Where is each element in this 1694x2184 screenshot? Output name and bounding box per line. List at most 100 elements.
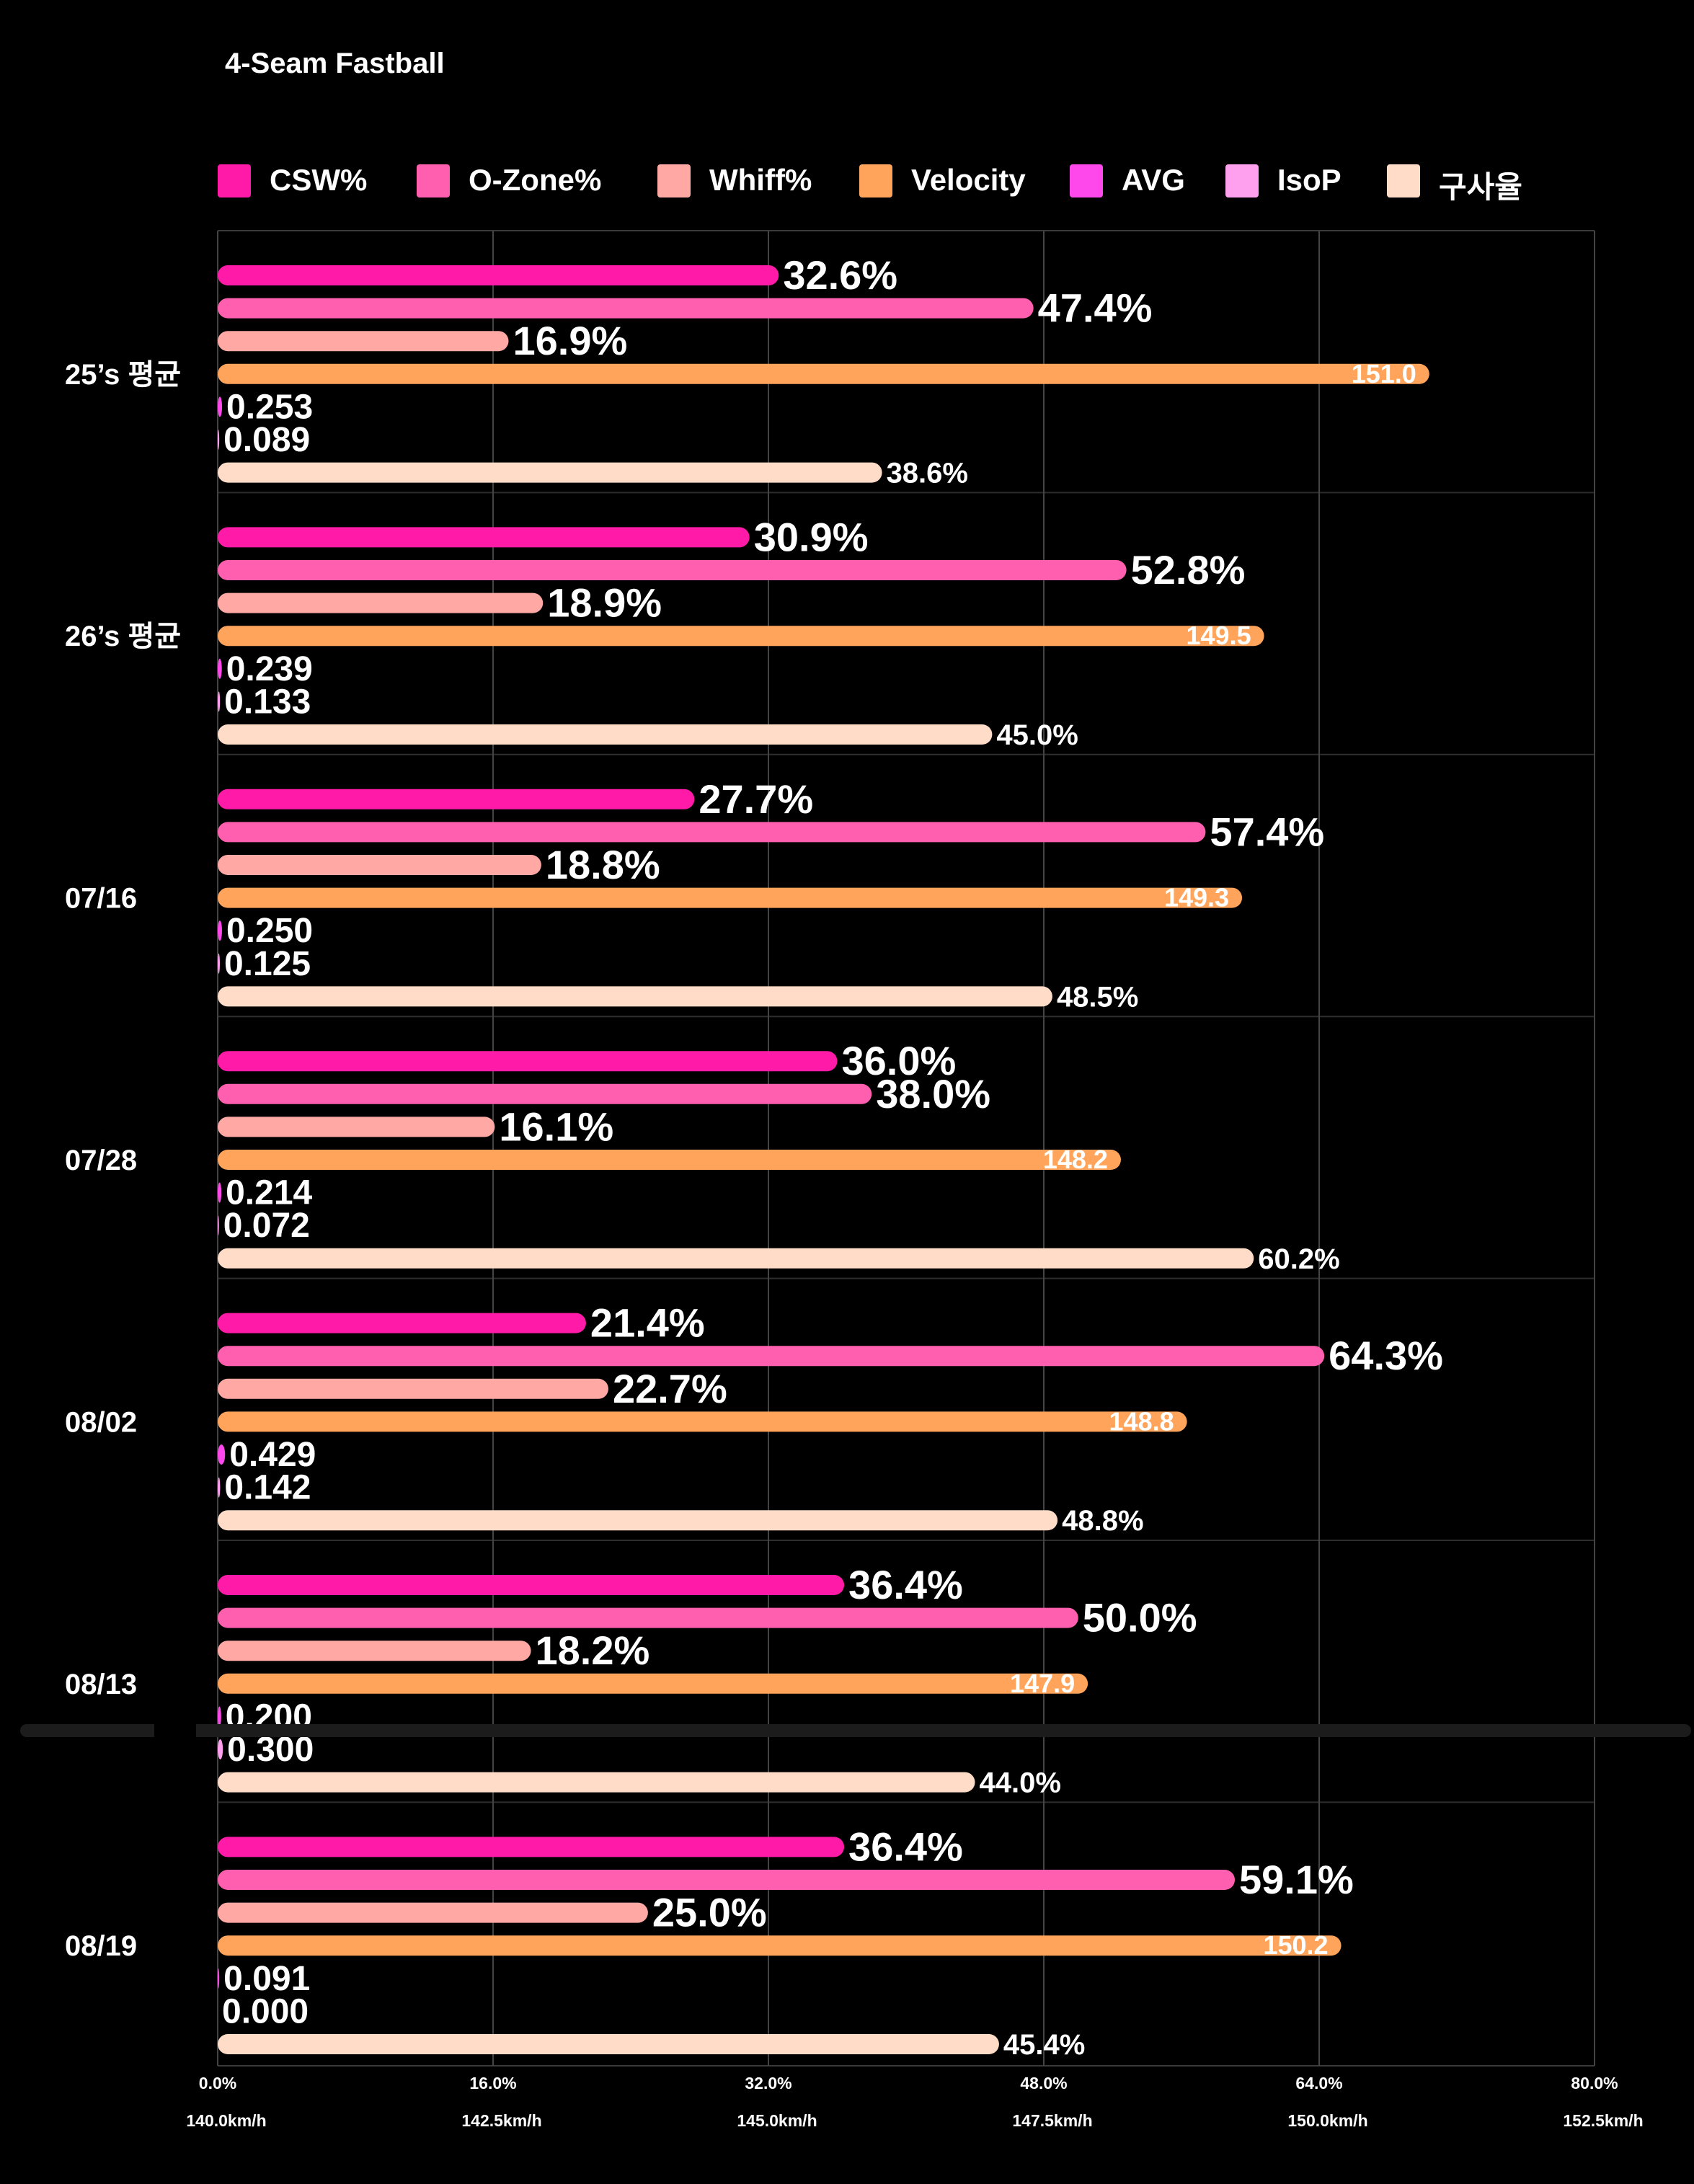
legend-swatch bbox=[1225, 164, 1259, 197]
x-tick-label-percent: 48.0% bbox=[1020, 2074, 1067, 2092]
legend-swatch bbox=[1387, 164, 1420, 197]
data-label-구사율: 38.6% bbox=[887, 458, 968, 489]
bar-O-Zone% bbox=[218, 1607, 1078, 1628]
x-tick-label-percent: 80.0% bbox=[1571, 2074, 1618, 2092]
data-label-IsoP: 0.089 bbox=[223, 421, 310, 459]
data-label-AVG: 0.214 bbox=[226, 1174, 312, 1212]
legend-label: O-Zone% bbox=[469, 163, 602, 197]
data-label-O-Zone%: 59.1% bbox=[1239, 1857, 1354, 1902]
bar-Velocity bbox=[218, 1935, 1342, 1956]
bar-Velocity bbox=[218, 1411, 1187, 1432]
bar-CSW% bbox=[218, 1051, 838, 1072]
legend-label: Velocity bbox=[911, 163, 1026, 197]
data-label-AVG: 0.250 bbox=[226, 912, 313, 950]
data-label-AVG: 0.239 bbox=[226, 650, 313, 688]
x-tick-label-velocity: 152.5km/h bbox=[1563, 2111, 1643, 2130]
legend-label: AVG bbox=[1122, 163, 1185, 197]
bar-O-Zone% bbox=[218, 298, 1034, 319]
bar-Whiff% bbox=[218, 855, 541, 875]
data-label-AVG: 0.429 bbox=[229, 1436, 316, 1474]
data-label-O-Zone%: 52.8% bbox=[1131, 547, 1246, 592]
legend-swatch bbox=[657, 164, 691, 197]
bar-Velocity bbox=[218, 1150, 1121, 1170]
bar-Velocity bbox=[218, 887, 1243, 908]
bar-Velocity bbox=[218, 363, 1429, 384]
x-tick-label-velocity: 140.0km/h bbox=[186, 2111, 266, 2130]
scrollbar-gap bbox=[154, 1724, 196, 1737]
bar-IsoP bbox=[218, 691, 221, 712]
data-label-O-Zone%: 38.0% bbox=[876, 1071, 990, 1117]
data-label-Whiff%: 18.2% bbox=[536, 1628, 650, 1673]
bar-O-Zone% bbox=[218, 1346, 1325, 1367]
x-tick-label-percent: 16.0% bbox=[469, 2074, 516, 2092]
legend-swatch bbox=[218, 164, 251, 197]
bar-구사율 bbox=[218, 462, 882, 483]
data-label-CSW%: 36.4% bbox=[848, 1824, 963, 1869]
data-label-O-Zone%: 64.3% bbox=[1329, 1333, 1443, 1378]
data-label-Whiff%: 25.0% bbox=[652, 1890, 767, 1935]
data-label-Whiff%: 22.7% bbox=[613, 1366, 727, 1411]
data-label-CSW%: 21.4% bbox=[590, 1300, 705, 1346]
bar-Whiff% bbox=[218, 1902, 648, 1923]
bar-구사율 bbox=[218, 2034, 999, 2054]
data-label-CSW%: 27.7% bbox=[699, 776, 813, 822]
data-label-O-Zone%: 57.4% bbox=[1210, 809, 1324, 854]
category-label: 26’s 평균 bbox=[65, 621, 181, 652]
category-label: 08/13 bbox=[65, 1669, 137, 1700]
x-tick-label-percent: 32.0% bbox=[745, 2074, 791, 2092]
bar-AVG bbox=[218, 1444, 226, 1465]
bar-구사율 bbox=[218, 1248, 1254, 1269]
data-label-Whiff%: 18.9% bbox=[547, 580, 662, 626]
bar-CSW% bbox=[218, 1575, 845, 1595]
legend-label: IsoP bbox=[1277, 163, 1342, 197]
bar-AVG bbox=[218, 1968, 220, 1989]
bar-Whiff% bbox=[218, 592, 544, 613]
data-label-CSW%: 32.6% bbox=[783, 252, 897, 298]
data-label-Velocity: 147.9 bbox=[1010, 1669, 1075, 1698]
bar-O-Zone% bbox=[218, 560, 1127, 580]
legend-swatch bbox=[417, 164, 450, 197]
legend-label: Whiff% bbox=[709, 163, 812, 197]
legend-label: CSW% bbox=[270, 163, 368, 197]
data-label-AVG: 0.091 bbox=[223, 1960, 310, 1998]
x-tick-label-percent: 0.0% bbox=[199, 2074, 236, 2092]
bar-Whiff% bbox=[218, 1641, 531, 1661]
bar-IsoP bbox=[218, 1739, 223, 1759]
bar-O-Zone% bbox=[218, 822, 1206, 843]
bar-구사율 bbox=[218, 1772, 975, 1793]
data-label-Velocity: 148.2 bbox=[1043, 1145, 1108, 1174]
data-label-Velocity: 148.8 bbox=[1109, 1406, 1174, 1436]
bar-IsoP bbox=[218, 430, 220, 450]
data-label-IsoP: 0.000 bbox=[222, 1992, 309, 2030]
data-label-구사율: 60.2% bbox=[1258, 1243, 1339, 1275]
data-label-Velocity: 149.5 bbox=[1187, 621, 1251, 650]
horizontal-scrollbar[interactable] bbox=[20, 1724, 1691, 1737]
bar-Velocity bbox=[218, 626, 1264, 647]
data-label-IsoP: 0.125 bbox=[224, 945, 311, 983]
bar-CSW% bbox=[218, 1837, 845, 1857]
data-label-Whiff%: 16.9% bbox=[513, 318, 627, 363]
x-tick-label-velocity: 142.5km/h bbox=[461, 2111, 541, 2130]
bar-Whiff% bbox=[218, 331, 509, 352]
bar-CSW% bbox=[218, 1313, 586, 1333]
category-label: 08/19 bbox=[65, 1930, 137, 1962]
data-label-CSW%: 36.0% bbox=[842, 1038, 957, 1083]
x-tick-label-velocity: 145.0km/h bbox=[737, 2111, 817, 2130]
bar-AVG bbox=[218, 658, 222, 679]
bar-IsoP bbox=[218, 1215, 219, 1236]
bar-O-Zone% bbox=[218, 1870, 1236, 1890]
data-label-AVG: 0.253 bbox=[226, 388, 313, 426]
bar-IsoP bbox=[218, 953, 220, 974]
data-label-IsoP: 0.072 bbox=[223, 1207, 310, 1245]
bar-AVG bbox=[218, 1706, 221, 1727]
bar-구사율 bbox=[218, 724, 993, 745]
bar-구사율 bbox=[218, 1510, 1058, 1531]
bar-CSW% bbox=[218, 527, 750, 548]
data-label-Velocity: 151.0 bbox=[1352, 359, 1416, 389]
bar-IsoP bbox=[218, 1477, 221, 1498]
category-label: 08/02 bbox=[65, 1406, 137, 1438]
data-label-Velocity: 150.2 bbox=[1263, 1930, 1328, 1960]
category-label: 07/28 bbox=[65, 1145, 137, 1176]
x-tick-label-velocity: 150.0km/h bbox=[1287, 2111, 1367, 2130]
